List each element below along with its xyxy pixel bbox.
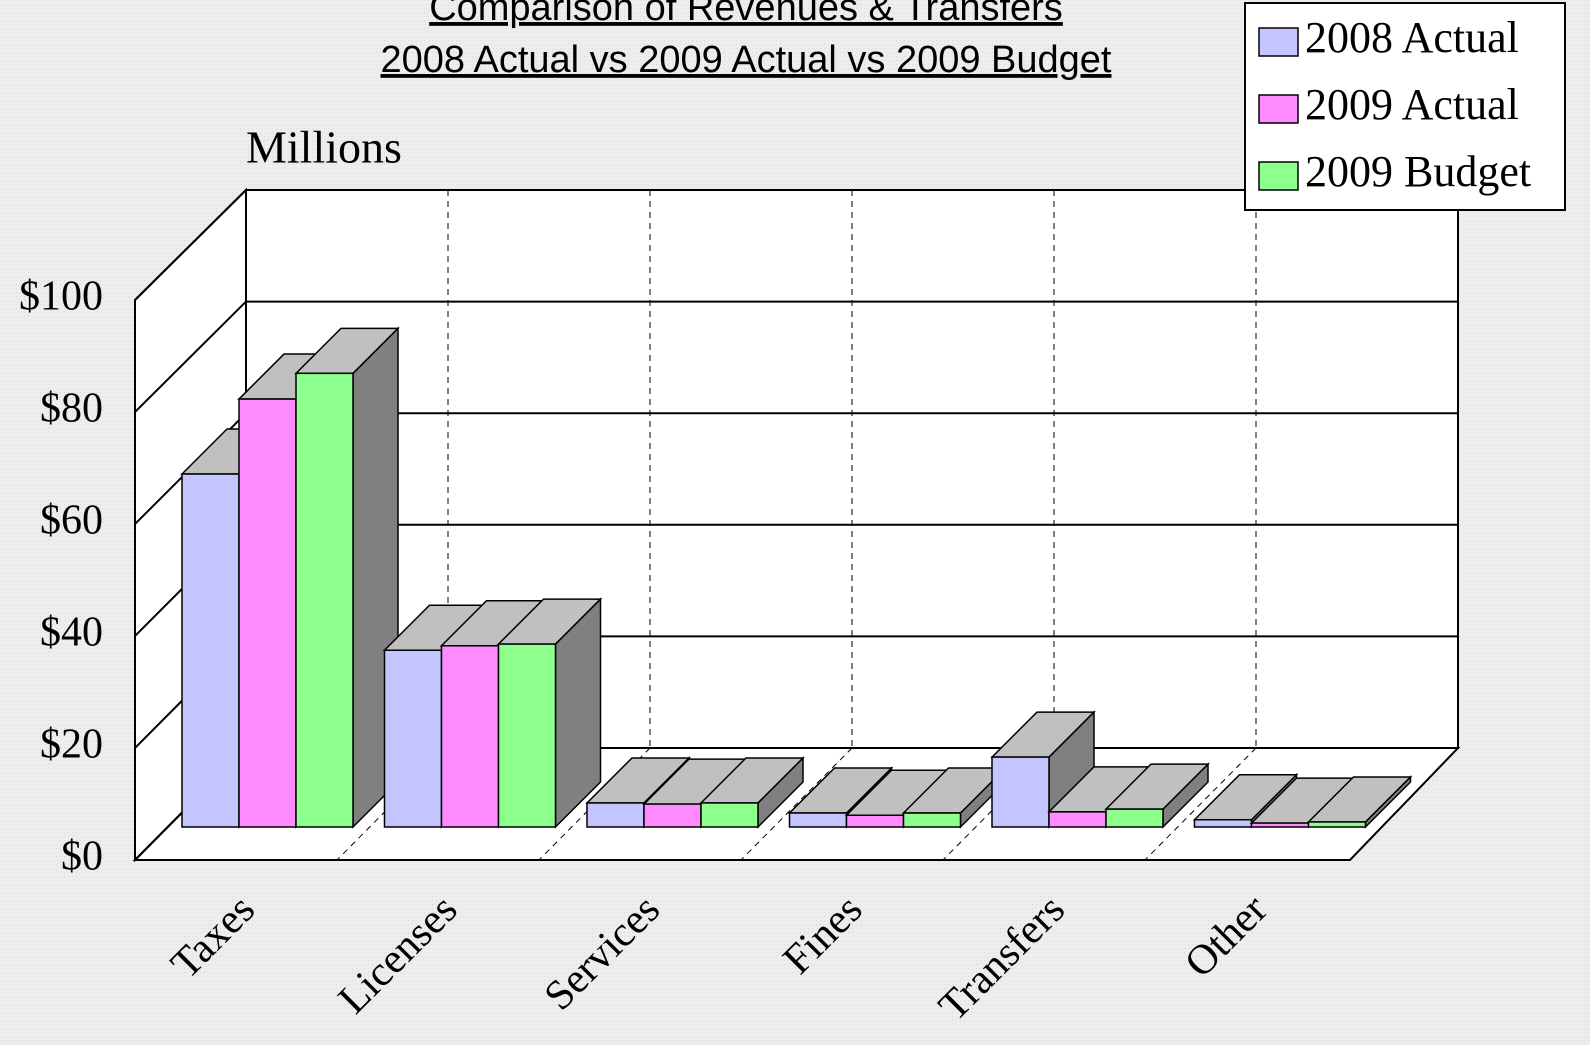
legend-label: 2008 Actual: [1305, 13, 1519, 62]
bar: [586, 802, 645, 828]
y-tick-label: $80: [40, 386, 103, 432]
y-tick-label: $100: [19, 274, 103, 320]
bar: [1193, 818, 1253, 828]
bar: [991, 756, 1050, 828]
legend-swatch: [1258, 161, 1299, 191]
bar: [1105, 808, 1164, 828]
bar: [383, 649, 443, 828]
bar: [700, 802, 759, 828]
category-divider: [740, 747, 853, 861]
legend-label: 2009 Actual: [1305, 80, 1519, 129]
bar: [788, 812, 848, 828]
bar: [1048, 811, 1107, 828]
bar: [181, 473, 240, 828]
legend-swatch: [1258, 94, 1299, 124]
legend: 2008 Actual 2009 Actual 2009 Budget: [1244, 2, 1566, 211]
bar: [295, 372, 354, 828]
y-tick-label: $60: [40, 498, 103, 544]
bar: [845, 814, 905, 828]
bar: [643, 803, 702, 828]
legend-label: 2009 Budget: [1305, 147, 1531, 196]
legend-swatch: [1258, 27, 1299, 57]
bar: [902, 812, 962, 828]
y-tick-label: $20: [40, 722, 103, 768]
bar: [238, 398, 297, 828]
y-tick-label: $40: [40, 610, 103, 656]
bar: [1307, 821, 1367, 828]
category-divider: [1144, 747, 1257, 861]
chart-title: Comparison of Revenues & Transfers: [429, 0, 1063, 29]
grid-line: [134, 300, 1458, 413]
bar: [440, 645, 500, 828]
bar: [1250, 822, 1310, 828]
grid-line: [134, 189, 1458, 301]
y-tick-label: $0: [61, 834, 103, 880]
y-axis-label: Millions: [246, 122, 402, 173]
bar: [497, 643, 557, 828]
chart-subtitle: 2008 Actual vs 2009 Actual vs 2009 Budge…: [381, 39, 1112, 81]
